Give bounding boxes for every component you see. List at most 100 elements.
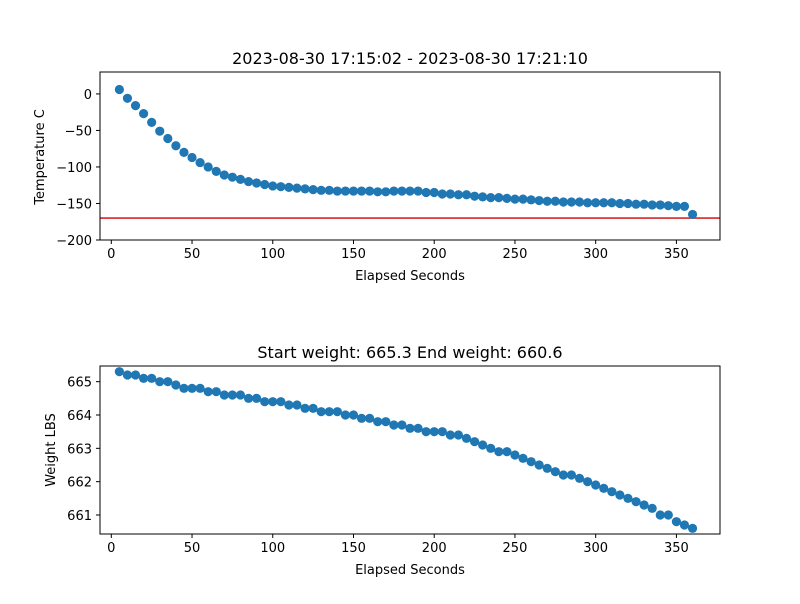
temperature-data-point <box>550 196 560 206</box>
temperature-data-point <box>292 183 302 193</box>
weight-data-point <box>558 470 568 480</box>
temperature-data-point <box>502 193 512 203</box>
temperature-data-point <box>332 186 342 196</box>
temperature-x-axis-label: Elapsed Seconds <box>355 269 465 284</box>
weight-data-point <box>429 427 439 437</box>
weight-data-point <box>300 403 310 413</box>
weight-data-point <box>469 437 480 447</box>
weight-data-point <box>534 460 544 470</box>
weight-data-point <box>615 490 625 500</box>
weight-x-axis-label: Elapsed Seconds <box>355 563 465 578</box>
temperature-data-point <box>445 189 455 199</box>
temperature-data-point <box>155 126 165 136</box>
temperature-data-point <box>469 191 480 201</box>
weight-data-point <box>365 413 375 423</box>
temperature-data-point <box>607 198 617 208</box>
temperature-data-point <box>429 187 439 198</box>
weight-data-point <box>478 440 488 450</box>
weight-data-point <box>494 447 504 457</box>
weight-data-point <box>607 487 617 497</box>
temperature-data-point <box>308 185 318 195</box>
temperature-data-point <box>453 190 464 200</box>
weight-data-point <box>122 370 133 380</box>
temperature-data-point <box>284 182 294 193</box>
weight-data-point <box>130 370 141 380</box>
temperature-data-point <box>114 84 124 95</box>
temperature-data-point <box>558 197 568 207</box>
weight-data-point <box>227 390 237 400</box>
weight-data-point <box>405 423 415 433</box>
weight-x-tick-label: 100 <box>260 541 285 556</box>
weight-data-point <box>542 463 552 473</box>
weight-data-point <box>671 517 682 527</box>
weight-y-tick-label: 661 <box>67 509 92 524</box>
weight-x-tick-label: 150 <box>341 541 366 556</box>
weight-data-point <box>445 430 455 440</box>
weight-data-point <box>171 380 181 390</box>
temperature-x-tick-label: 250 <box>503 247 528 262</box>
temperature-data-point <box>591 198 601 208</box>
temperature-data-point <box>574 197 585 207</box>
weight-data-point <box>663 510 673 520</box>
temperature-data-point <box>631 199 641 209</box>
weight-data-point <box>437 427 447 437</box>
weight-x-tick-label: 250 <box>503 541 528 556</box>
weight-data-point <box>219 390 229 400</box>
weight-y-tick-label: 663 <box>67 442 92 457</box>
temperature-y-tick-label: 0 <box>84 88 92 103</box>
temperature-data-point <box>534 195 544 206</box>
temperature-data-point <box>276 182 286 192</box>
temperature-data-point <box>171 141 181 151</box>
weight-data-point <box>268 397 278 407</box>
temperature-y-tick-label: −200 <box>56 234 92 249</box>
weight-data-point <box>252 393 262 403</box>
weight-data-point <box>679 520 690 530</box>
weight-data-point <box>502 447 512 457</box>
temperature-data-point <box>219 170 229 180</box>
temperature-data-point <box>235 174 246 184</box>
weight-data-point <box>518 453 528 463</box>
weight-chart: Start weight: 665.3 End weight: 660.6 El… <box>44 343 721 578</box>
temperature-data-point <box>122 93 133 103</box>
weight-data-point <box>308 403 318 413</box>
weight-data-point <box>655 510 665 520</box>
weight-chart-title: Start weight: 665.3 End weight: 660.6 <box>257 343 562 362</box>
weight-data-point <box>235 390 246 400</box>
temperature-data-point <box>203 162 213 172</box>
weight-data-point <box>526 457 536 467</box>
weight-data-point <box>639 500 649 510</box>
weight-data-point <box>147 373 157 383</box>
temperature-data-point <box>130 101 141 111</box>
temperature-data-point <box>655 200 665 210</box>
weight-y-axis-label: Weight LBS <box>44 413 59 487</box>
weight-data-point <box>631 497 641 507</box>
temperature-data-point <box>526 195 536 205</box>
temperature-data-point <box>373 187 383 197</box>
weight-x-tick-label: 200 <box>422 541 447 556</box>
temperature-data-point <box>494 193 504 203</box>
temperature-data-point <box>268 181 278 191</box>
temperature-data-point <box>687 209 698 220</box>
temperature-data-point <box>300 184 310 194</box>
weight-data-point <box>348 410 359 420</box>
temperature-data-point <box>437 189 447 199</box>
temperature-data-point <box>421 187 431 198</box>
weight-data-point <box>187 383 197 393</box>
temperature-data-point <box>179 147 189 157</box>
weight-data-point <box>373 417 383 427</box>
temperature-data-point <box>340 186 351 196</box>
temperature-data-point <box>566 197 577 207</box>
temperature-data-point <box>647 200 657 210</box>
temperature-data-point <box>639 199 649 209</box>
weight-data-point <box>486 443 496 453</box>
weight-data-point <box>179 383 189 393</box>
temperature-x-tick-label: 150 <box>341 247 366 262</box>
weight-y-tick-label: 665 <box>67 376 92 391</box>
temperature-data-point <box>324 185 334 195</box>
weight-data-point <box>510 450 520 460</box>
temperature-data-point <box>163 133 173 144</box>
temperature-data-point <box>365 186 375 196</box>
temperature-data-point <box>195 157 205 168</box>
